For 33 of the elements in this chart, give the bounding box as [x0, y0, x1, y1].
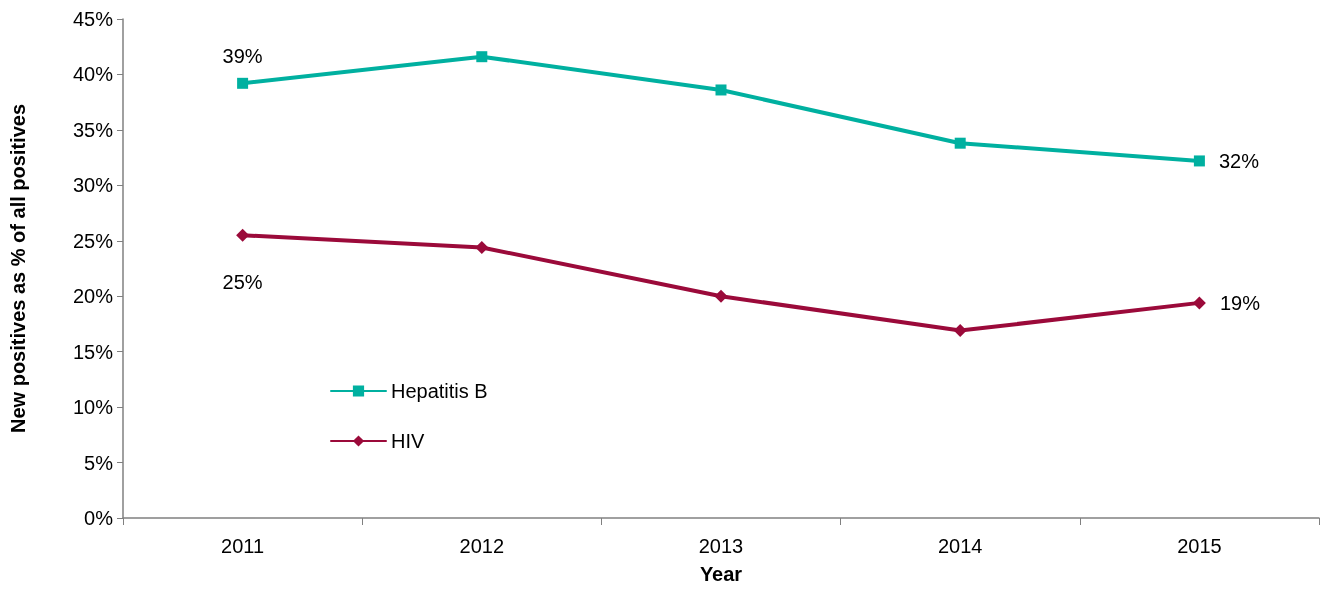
data-label: 39%	[222, 44, 263, 67]
data-label: 25%	[222, 270, 263, 293]
point	[475, 240, 489, 254]
x-axis-title: Year	[699, 563, 743, 585]
y-tick-label: 5%	[84, 451, 114, 474]
data-label: 19%	[1219, 291, 1261, 314]
point	[1192, 296, 1206, 310]
y-tick-label: 10%	[72, 396, 114, 419]
x-tick-label: 2014	[937, 535, 983, 557]
point	[237, 77, 249, 89]
y-tick-label: 0%	[84, 507, 114, 529]
y-tick-label: 30%	[72, 174, 114, 197]
point	[476, 51, 488, 63]
data-label: 32%	[1218, 149, 1260, 172]
point	[715, 84, 727, 96]
legend-label: Hepatitis B	[391, 380, 488, 402]
point	[1193, 155, 1205, 167]
point	[714, 289, 728, 303]
point	[236, 228, 250, 242]
x-tick-label: 2012	[459, 535, 505, 557]
y-tick-label: 35%	[72, 118, 114, 141]
y-tick-label: 15%	[72, 340, 114, 363]
point	[954, 137, 966, 149]
y-axis-title: New positives as % of all positives	[7, 103, 29, 434]
x-tick-label: 2013	[698, 535, 744, 557]
legend-label: HIV	[391, 430, 425, 452]
y-tick-label: 45%	[72, 8, 114, 30]
x-tick-label: 2015	[1177, 535, 1222, 557]
x-tick-label: 2011	[221, 535, 265, 557]
y-tick-label: 20%	[72, 285, 114, 308]
point	[953, 324, 967, 338]
y-tick-label: 25%	[72, 229, 114, 252]
y-tick-label: 40%	[72, 63, 114, 86]
